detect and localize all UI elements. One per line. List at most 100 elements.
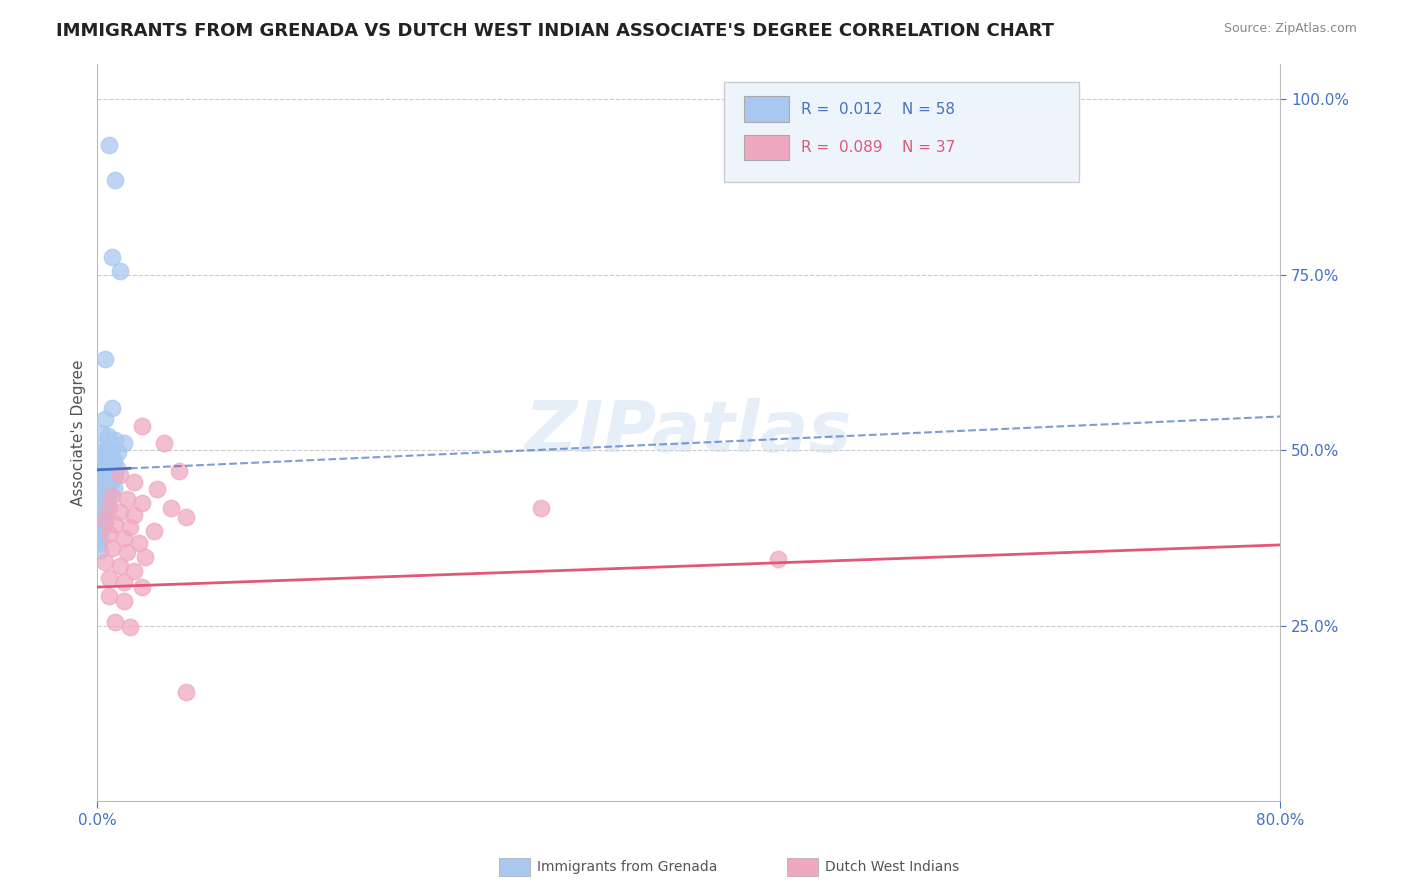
Point xyxy=(89,500,111,515)
Point xyxy=(96,450,118,465)
Bar xyxy=(745,135,789,160)
Point xyxy=(89,483,111,498)
Point xyxy=(107,444,129,458)
Point xyxy=(93,351,115,366)
Point xyxy=(160,500,183,515)
Point xyxy=(93,556,115,570)
Point xyxy=(124,564,146,578)
Point xyxy=(87,506,110,520)
Point xyxy=(101,541,124,556)
Point xyxy=(103,481,125,495)
Point xyxy=(93,503,115,517)
Point xyxy=(101,401,124,415)
Point xyxy=(101,443,124,458)
Y-axis label: Associate's Degree: Associate's Degree xyxy=(72,359,86,506)
Point xyxy=(91,508,114,522)
Point xyxy=(115,492,138,507)
Point xyxy=(89,531,111,545)
Point xyxy=(98,527,121,541)
Point xyxy=(104,516,127,531)
Text: R =  0.089    N = 37: R = 0.089 N = 37 xyxy=(801,140,956,155)
Point xyxy=(87,536,110,550)
Point xyxy=(108,505,131,519)
Point xyxy=(112,575,135,590)
Text: Immigrants from Grenada: Immigrants from Grenada xyxy=(537,860,717,874)
Point xyxy=(87,526,110,541)
Point xyxy=(96,466,118,480)
Point xyxy=(131,496,153,510)
Point xyxy=(98,443,121,458)
Point xyxy=(104,173,127,187)
Point xyxy=(103,453,125,467)
Point xyxy=(112,531,135,545)
Point xyxy=(530,500,553,515)
Point xyxy=(93,411,115,425)
Point xyxy=(98,571,121,585)
Point xyxy=(124,508,146,522)
Point xyxy=(104,433,127,447)
Point xyxy=(87,447,110,461)
Point xyxy=(145,482,167,496)
Point xyxy=(108,558,131,573)
Point xyxy=(96,498,118,512)
Point xyxy=(89,542,111,557)
Bar xyxy=(745,96,789,121)
Text: R =  0.012    N = 58: R = 0.012 N = 58 xyxy=(801,102,955,117)
Point xyxy=(97,429,120,443)
Point xyxy=(90,425,112,440)
Text: IMMIGRANTS FROM GRENADA VS DUTCH WEST INDIAN ASSOCIATE'S DEGREE CORRELATION CHAR: IMMIGRANTS FROM GRENADA VS DUTCH WEST IN… xyxy=(56,22,1054,40)
Point xyxy=(112,594,135,608)
Point xyxy=(134,549,156,564)
Point xyxy=(97,474,120,488)
Point xyxy=(89,456,111,470)
FancyBboxPatch shape xyxy=(724,82,1080,182)
Point xyxy=(87,489,110,503)
Point xyxy=(128,536,150,550)
Point xyxy=(93,485,115,500)
Point xyxy=(112,436,135,450)
Point xyxy=(105,460,128,475)
Point xyxy=(142,524,165,538)
Point xyxy=(98,589,121,603)
Point xyxy=(90,496,112,510)
Point xyxy=(87,463,110,477)
Point xyxy=(97,492,120,507)
Point xyxy=(93,513,115,527)
Point xyxy=(115,545,138,559)
Point xyxy=(766,552,789,566)
Point xyxy=(93,473,115,487)
Point xyxy=(87,519,110,533)
Point xyxy=(108,264,131,278)
Point xyxy=(153,436,176,450)
Point xyxy=(98,467,121,481)
Point xyxy=(96,480,118,494)
Point xyxy=(93,443,115,458)
Text: Dutch West Indians: Dutch West Indians xyxy=(825,860,959,874)
Point xyxy=(104,468,127,483)
Point xyxy=(108,467,131,482)
Point xyxy=(97,458,120,473)
Point xyxy=(90,449,112,463)
Point xyxy=(89,471,111,485)
Point xyxy=(101,460,124,475)
Point xyxy=(91,464,114,478)
Point xyxy=(118,520,141,534)
Point xyxy=(93,515,115,529)
Point xyxy=(98,500,121,515)
Point xyxy=(98,137,121,152)
Point xyxy=(131,418,153,433)
Point xyxy=(124,475,146,489)
Point xyxy=(89,440,111,454)
Point xyxy=(98,486,121,500)
Point xyxy=(100,451,122,466)
Point xyxy=(174,685,197,699)
Point xyxy=(101,489,124,503)
Point xyxy=(100,475,122,490)
Point xyxy=(89,512,111,526)
Text: ZIPatlas: ZIPatlas xyxy=(526,398,852,467)
Text: Source: ZipAtlas.com: Source: ZipAtlas.com xyxy=(1223,22,1357,36)
Point xyxy=(91,491,114,505)
Point xyxy=(118,620,141,634)
Point xyxy=(174,509,197,524)
Point xyxy=(131,580,153,594)
